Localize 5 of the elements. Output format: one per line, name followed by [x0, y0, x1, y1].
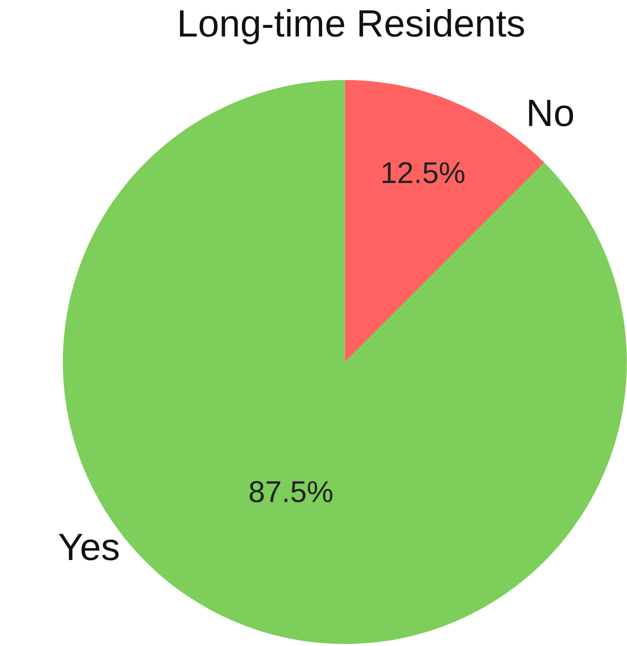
data-label: 87.5% [248, 476, 334, 509]
chart-title: Long-time Residents [176, 3, 526, 46]
slice-label: Yes [58, 527, 120, 569]
data-label: 12.5% [380, 157, 466, 190]
slice-label: No [526, 93, 575, 135]
